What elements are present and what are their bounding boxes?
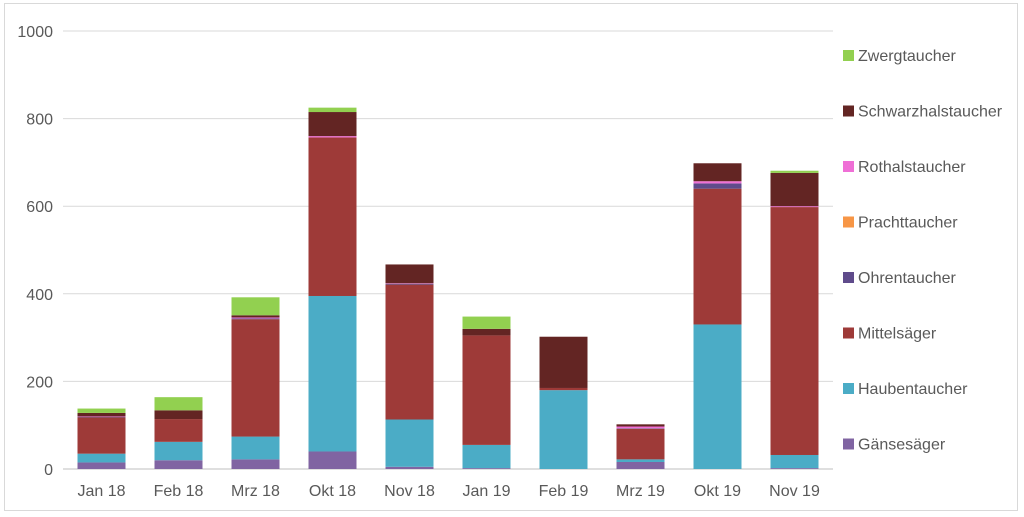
bar-segment [77, 416, 126, 417]
x-tick-label: Jan 18 [77, 483, 125, 500]
bar-segment [77, 417, 126, 454]
bar-segment [308, 136, 357, 138]
bar-segment [154, 441, 203, 461]
bar-segment [231, 297, 280, 316]
bar-segment [154, 419, 203, 442]
bar-segment [231, 315, 280, 318]
bar-segment [308, 295, 357, 452]
legend-label: Prachttaucher [858, 215, 958, 232]
legend-label: Mittelsäger [858, 326, 937, 343]
legend-label: Ohrentaucher [858, 270, 957, 287]
legend: Zwergtaucher Schwarzhalstaucher Rothalstau… [843, 48, 1003, 454]
bar-segment [770, 207, 819, 455]
bar-segment [693, 181, 742, 184]
bar-segment [308, 137, 357, 296]
bar-segment [770, 454, 819, 469]
x-tick-label: Okt 18 [309, 483, 356, 500]
legend-label: Gänsesäger [858, 437, 946, 454]
bar-segment [308, 451, 357, 469]
x-tick-label: Mrz 19 [616, 483, 665, 500]
bar-segment [616, 459, 665, 462]
x-tick-label: Nov 19 [769, 483, 820, 500]
bar-segment [77, 462, 126, 469]
bar-segment [231, 436, 280, 460]
legend-swatch [843, 216, 854, 228]
legend-swatch [843, 272, 854, 283]
bar-segment [77, 416, 126, 418]
bar-segment [154, 397, 203, 411]
bar-segment [231, 459, 280, 469]
bar-segment [385, 283, 434, 284]
bar-segment [308, 112, 357, 137]
bar-segment [539, 390, 588, 469]
y-tick-label: 400 [26, 287, 53, 304]
bar-segment [693, 183, 742, 189]
legend-swatch [843, 105, 854, 117]
bar-segment [770, 172, 819, 207]
x-tick-label: Mrz 18 [231, 483, 280, 500]
bar-segment [539, 387, 588, 391]
bar-segment [616, 426, 665, 429]
bar-segment [385, 419, 434, 467]
bar-segment [770, 206, 819, 208]
y-tick-label: 600 [26, 199, 53, 216]
bar-segment [77, 412, 126, 417]
bar-segment [770, 170, 819, 173]
legend-swatch [843, 161, 854, 172]
bar-segment [693, 188, 742, 325]
legend-label: Haubentaucher [858, 381, 968, 398]
bar-segment [693, 324, 742, 469]
legend-label: Schwarzhalstaucher [858, 104, 1003, 121]
bar-segment [385, 264, 434, 284]
bar-segment [462, 444, 511, 469]
bars [77, 107, 819, 469]
bar-segment [231, 318, 280, 320]
legend-swatch [843, 438, 854, 450]
bar-segment [385, 283, 434, 285]
y-tick-label: 0 [44, 462, 53, 479]
legend-swatch [843, 327, 854, 339]
legend-swatch [843, 50, 854, 61]
y-axis-tick-labels: 0 200 400 600 800 1000 [17, 24, 53, 479]
bar-segment [616, 461, 665, 469]
bar-segment [462, 468, 511, 469]
bar-segment [308, 107, 357, 113]
y-tick-label: 200 [26, 374, 53, 391]
bar-segment [385, 284, 434, 420]
bar-segment [154, 460, 203, 469]
bar-segment [154, 410, 203, 420]
bar-segment [231, 317, 280, 319]
bar-segment [462, 335, 511, 445]
y-tick-label: 1000 [17, 24, 53, 41]
x-tick-label: Feb 19 [539, 483, 589, 500]
x-tick-label: Okt 19 [694, 483, 741, 500]
bar-segment [462, 328, 511, 336]
chart-frame: 0 200 400 600 800 1000 Jan 18 Feb 18 Mrz 18 Okt … [4, 3, 1018, 511]
bar-segment [385, 466, 434, 469]
bar-segment [693, 163, 742, 182]
bar-segment [616, 428, 665, 460]
x-tick-label: Jan 19 [462, 483, 510, 500]
legend-swatch [843, 383, 854, 394]
x-axis-tick-labels: Jan 18 Feb 18 Mrz 18 Okt 18 Nov 18 Jan 19 Feb … [77, 483, 819, 500]
bar-segment [616, 428, 665, 429]
x-tick-label: Feb 18 [154, 483, 204, 500]
bar-segment [770, 468, 819, 469]
bar-segment [616, 424, 665, 427]
legend-label: Zwergtaucher [858, 48, 956, 65]
bar-segment [231, 319, 280, 437]
legend-label: Rothalstaucher [858, 159, 966, 176]
bar-segment [462, 316, 511, 329]
x-tick-label: Nov 18 [384, 483, 435, 500]
stacked-bar-chart: 0 200 400 600 800 1000 Jan 18 Feb 18 Mrz 18 Okt … [17, 24, 1003, 500]
y-tick-label: 800 [26, 112, 53, 129]
bar-segment [539, 336, 588, 388]
bar-segment [77, 453, 126, 463]
bar-segment [77, 408, 126, 413]
